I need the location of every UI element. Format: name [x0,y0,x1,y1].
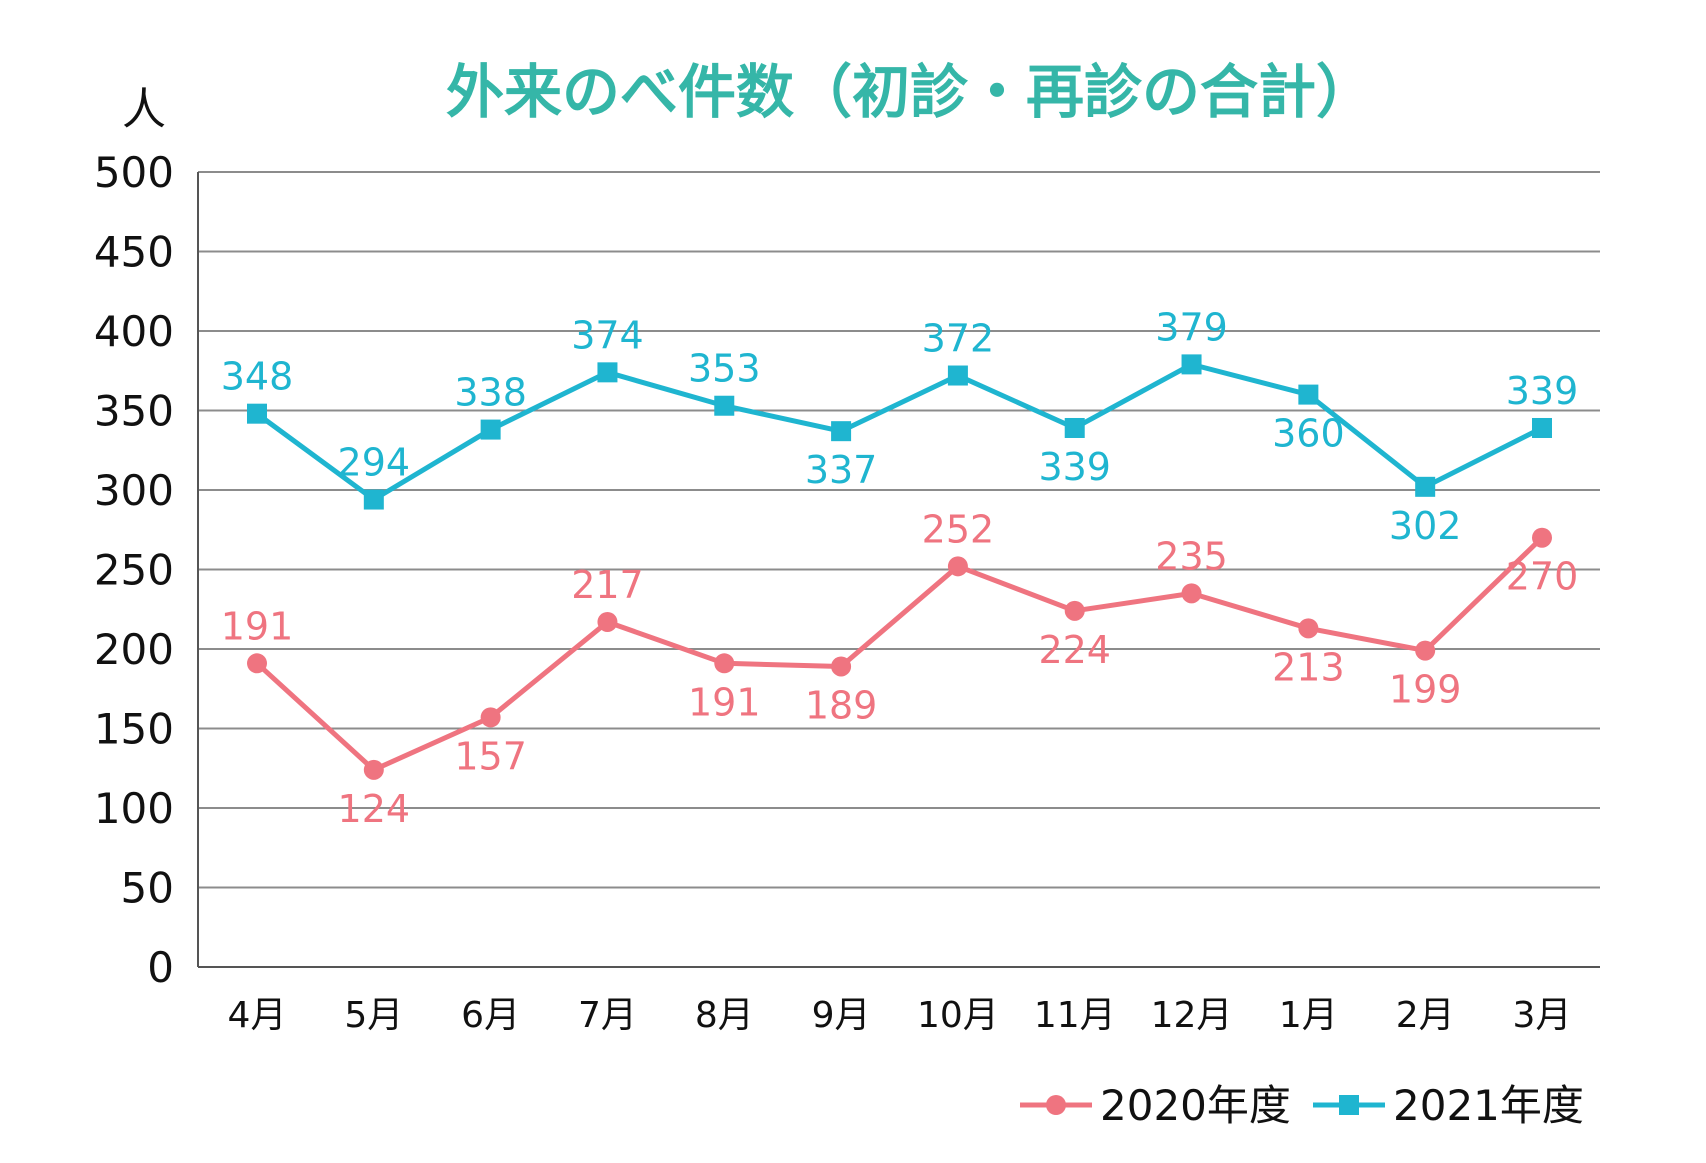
x-tick-label: 7月 [578,995,637,1036]
data-point-marker [714,653,735,674]
y-tick-label: 0 [147,943,174,992]
y-tick-label: 150 [94,705,174,754]
x-tick-label: 11月 [1034,995,1116,1036]
x-tick-label: 8月 [695,995,754,1036]
data-point-marker [363,489,384,510]
legend: 2020年度 2021年度 [1020,1081,1584,1130]
data-label: 270 [1506,555,1579,599]
data-label: 372 [922,317,995,361]
data-point-marker [1064,600,1085,621]
grid-lines [197,171,1600,968]
data-point-marker [1298,618,1319,639]
data-point-marker [831,421,852,442]
x-axis-ticks: 4月 5月 6月 7月 8月 9月 10月 11月 12月 1月 2月 3月 [228,995,1572,1036]
data-label: 353 [688,347,761,391]
chart-title: 外来のべ件数（初診・再診の合計） [446,58,1374,126]
data-point-marker [947,556,968,577]
x-tick-label: 6月 [461,995,520,1036]
data-label: 252 [922,507,995,551]
data-point-marker [480,707,501,728]
y-tick-label: 100 [94,784,174,833]
legend-item-1: 2020年度 [1020,1081,1291,1130]
y-tick-label: 200 [94,625,174,674]
data-point-marker [947,365,968,386]
series-2: 348 294 338 374 353 337 372 339 379 360 302 339 [221,305,1579,547]
data-label: 339 [1038,445,1111,489]
data-label: 379 [1155,305,1228,349]
data-label: 302 [1389,504,1462,548]
x-tick-label: 10月 [917,995,999,1036]
data-label: 337 [805,448,878,492]
data-point-marker [1532,527,1552,548]
series-group: 191 124 157 217 191 189 252 224 235 213 199 270 348 2… [221,305,1579,830]
data-label: 189 [805,683,878,727]
data-label: 213 [1272,645,1345,689]
data-point-marker [1181,583,1202,604]
x-tick-label: 2月 [1396,995,1455,1036]
y-tick-label: 300 [94,466,174,515]
x-tick-label: 5月 [344,995,403,1036]
data-label: 235 [1155,534,1228,578]
data-point-marker [247,653,267,674]
data-label: 338 [454,371,527,415]
data-point-marker [1415,476,1436,497]
data-point-marker [597,362,618,383]
x-tick-label: 4月 [228,995,287,1036]
legend-marker [1339,1095,1359,1115]
data-point-marker [714,395,735,416]
legend-marker [1046,1095,1066,1115]
y-axis-ticks: 0 50 100 150 200 250 300 350 400 450 500 [94,148,174,992]
series-1: 191 124 157 217 191 189 252 224 235 213 199 270 [221,507,1579,831]
y-tick-label: 350 [94,387,174,436]
data-point-marker [831,656,852,677]
data-point-marker [1181,354,1202,375]
y-tick-label: 50 [121,864,174,913]
data-point-marker [1064,417,1085,438]
y-tick-label: 450 [94,228,174,277]
data-label: 191 [221,604,294,648]
x-tick-label: 3月 [1513,995,1572,1036]
x-tick-label: 9月 [812,995,871,1036]
y-tick-label: 400 [94,307,174,356]
data-point-marker [363,759,384,780]
data-label: 294 [338,441,411,485]
data-label: 339 [1506,369,1579,413]
y-axis-unit: 人 [122,84,166,135]
data-label: 157 [454,734,527,778]
x-tick-label: 12月 [1151,995,1233,1036]
data-label: 217 [571,563,644,607]
x-tick-label: 1月 [1279,995,1338,1036]
series-line [255,361,1544,503]
legend-label: 2021年度 [1393,1081,1584,1130]
data-label: 224 [1038,628,1111,672]
y-tick-label: 500 [94,148,174,197]
data-label: 124 [338,787,411,831]
series-line [255,535,1544,773]
data-point-marker [1415,640,1436,661]
y-tick-label: 250 [94,546,174,595]
data-label: 199 [1389,668,1462,712]
data-label: 348 [221,355,294,399]
data-point-marker [1532,417,1552,438]
data-point-marker [1298,384,1319,405]
data-label: 374 [571,313,644,357]
data-point-marker [597,611,618,632]
data-label: 191 [688,680,761,724]
legend-item-2: 2021年度 [1313,1081,1584,1130]
legend-label: 2020年度 [1100,1081,1291,1130]
data-point-marker [480,419,501,440]
data-label: 360 [1272,412,1345,456]
data-point-marker [247,403,267,424]
